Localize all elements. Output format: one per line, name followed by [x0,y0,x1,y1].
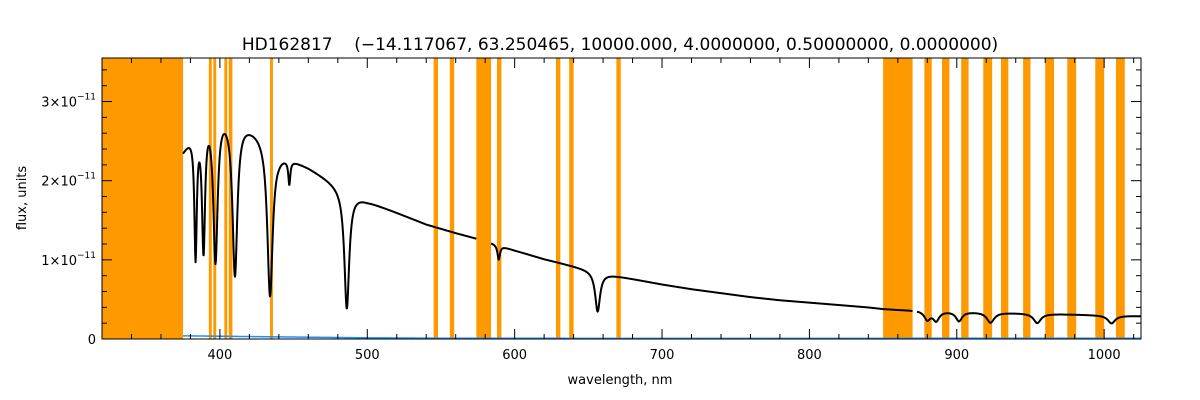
x-axis: 400 500 600 700 800 900 1000 [130,58,1135,363]
masked-region [1067,58,1077,339]
x-tick-label: 1000 [1088,348,1121,363]
masked-region [961,58,969,339]
x-tick-label: 900 [944,348,969,363]
masked-region [555,58,561,339]
masked-region [433,58,439,339]
spectrum-line [490,242,914,313]
x-axis-label: wavelength, nm [568,373,673,388]
y-tick-label: 0 [88,333,96,348]
x-tick-label: 600 [502,348,527,363]
flux-spectrum [182,132,1142,325]
y-axis: 0 1×10−11 2×10−11 3×10−11 [41,69,1141,348]
masked-region [476,58,492,339]
x-tick-label: 700 [650,348,675,363]
masked-region [1045,58,1055,339]
masked-region [616,58,621,339]
masked-region [924,58,932,339]
masked-region [270,58,273,339]
x-tick-label: 500 [355,348,380,363]
chart-title: HD162817 (−14.117067, 63.250465, 10000.0… [242,35,998,55]
masked-region [213,58,217,339]
masked-region [224,58,228,339]
masked-region [102,58,184,339]
masked-region [569,58,574,339]
masked-region [1000,58,1009,339]
masked-regions [102,58,1125,339]
plot-frame [101,57,1142,340]
masked-region [496,58,502,339]
masked-region [1095,58,1105,339]
masked-region [228,58,233,339]
masked-region [942,58,950,339]
y-tick-label: 2×10−11 [41,172,96,190]
masked-region [1115,58,1125,339]
masked-region [208,58,212,339]
x-tick-label: 400 [207,348,232,363]
x-tick-label: 800 [797,348,822,363]
spectrum-line [182,132,477,310]
y-axis-label: flux, units [15,166,30,231]
masked-region [1023,58,1031,339]
masked-region [883,58,913,339]
y-tick-label: 1×10−11 [41,251,96,269]
masked-region [449,58,455,339]
spectrum-line [916,310,1142,325]
masked-region [983,58,993,339]
y-tick-label: 3×10−11 [41,93,96,111]
